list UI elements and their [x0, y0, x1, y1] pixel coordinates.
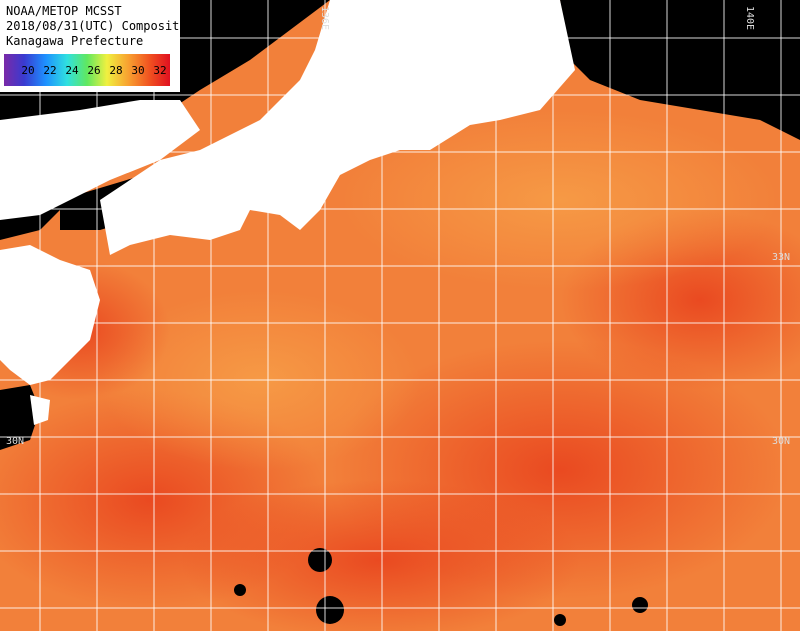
colorbar-label: 26 — [87, 64, 100, 77]
colorbar-label: 24 — [65, 64, 79, 77]
grid-labels: 136E 140E 30N 33N 30N — [6, 6, 790, 447]
longitude-label: 136E — [319, 6, 330, 30]
colorbar-label: 22 — [43, 64, 56, 77]
latitude-label: 30N — [6, 436, 24, 447]
header-line: 2018/08/31(UTC) Composite — [6, 19, 187, 33]
land — [0, 0, 575, 425]
latitude-label: 30N — [772, 436, 790, 447]
colorbar-labels: 20 22 24 26 28 30 32 — [21, 64, 166, 77]
header-line: NOAA/METOP MCSST — [6, 4, 122, 18]
colorbar — [4, 54, 170, 86]
colorbar-label: 28 — [109, 64, 122, 77]
header-line: Kanagawa Prefecture — [6, 34, 143, 48]
latitude-label: 33N — [772, 252, 790, 263]
colorbar-label: 32 — [153, 64, 166, 77]
colorbar-label: 30 — [131, 64, 144, 77]
colorbar-label: 20 — [21, 64, 34, 77]
longitude-label: 140E — [744, 6, 755, 30]
